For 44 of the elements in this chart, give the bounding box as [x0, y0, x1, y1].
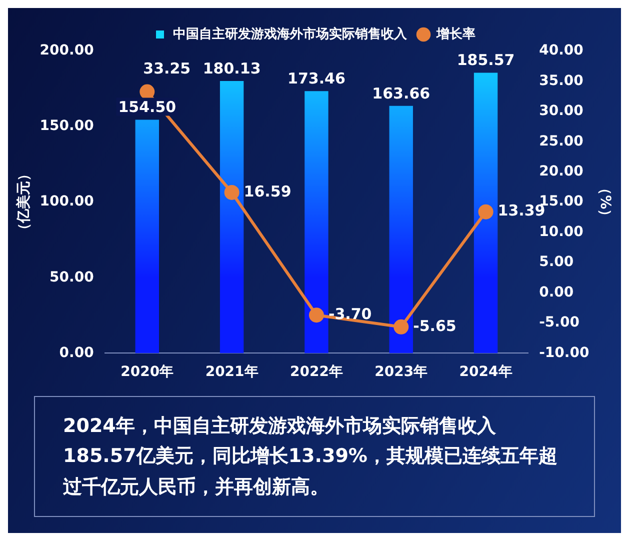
y-tick-label: 100.00 — [40, 194, 94, 210]
point — [478, 204, 494, 220]
y-tick-label: 0.00 — [59, 344, 94, 361]
bar — [389, 106, 413, 354]
y2-tick-label: 20.00 — [539, 164, 584, 180]
point — [140, 84, 155, 100]
data-label: 163.66 — [372, 84, 430, 102]
y2-tick-label: 10.00 — [539, 224, 584, 240]
y2-tick-label: -10.00 — [539, 344, 590, 361]
data-label: 16.59 — [244, 182, 292, 200]
x-tick-label: 2022年 — [290, 364, 343, 380]
point — [394, 319, 409, 334]
bar — [304, 91, 328, 354]
y2-tick-label: 40.00 — [539, 42, 584, 59]
x-tick-label: 2023年 — [374, 364, 428, 380]
legend-label: 增长率 — [436, 26, 476, 42]
bar — [220, 81, 244, 354]
y2-tick-label: 25.00 — [539, 133, 584, 150]
data-label: -3.70 — [328, 305, 372, 324]
bar — [474, 72, 498, 354]
y2-tick-label: -5.00 — [539, 314, 580, 331]
point — [308, 308, 324, 323]
y-tick-label: 200.00 — [40, 42, 94, 59]
y2-tick-label: 35.00 — [539, 72, 584, 89]
data-label: 154.50 — [118, 98, 176, 116]
data-label: 33.25 — [143, 60, 191, 78]
y-tick-label: 50.00 — [50, 269, 94, 286]
data-label: -5.65 — [413, 316, 456, 335]
bar — [135, 120, 160, 354]
y-tick-label: 150.00 — [40, 118, 94, 134]
y2-axis-title: （%） — [596, 181, 613, 224]
x-tick-label: 2020年 — [120, 364, 174, 380]
legend-label: 中国自主研发游戏海外市场实际销售收入 — [173, 26, 408, 42]
y2-tick-label: 30.00 — [539, 103, 584, 120]
y2-tick-label: 5.00 — [539, 254, 574, 270]
x-tick-label: 2021年 — [205, 364, 258, 380]
y2-tick-label: 0.00 — [539, 284, 574, 300]
data-label: 180.13 — [202, 59, 261, 78]
x-tick-label: 2024年 — [459, 364, 512, 380]
data-label: 185.57 — [456, 51, 515, 70]
y-axis-title: （亿美元） — [15, 167, 32, 238]
text: 2024年，中国自主研发游戏海外市场实际销售收入185.57亿美元，同比增长13.39%，其规模已连续五年超过千亿元人民币，并再创新高。 — [34, 396, 595, 518]
data-label: 173.46 — [288, 69, 346, 88]
point — [224, 184, 240, 200]
